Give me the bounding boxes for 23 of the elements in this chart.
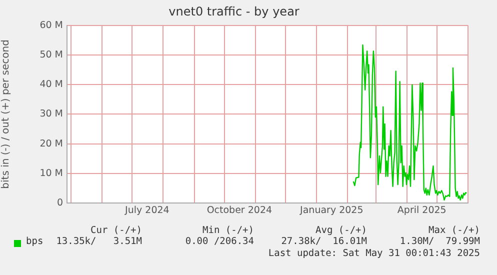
text: 27.38k/ 16.01M (281, 236, 367, 247)
text: 13.35k/ 3.51M (56, 236, 142, 247)
y-tick-label: 30 M (40, 108, 63, 120)
y-tick-label: 20 M (40, 138, 63, 150)
x-tick-label: July 2024 (124, 205, 170, 216)
text: Cur (-/+) (90, 225, 142, 236)
y-tick-label: 40 M (40, 79, 63, 90)
text: 1.30M/ 79.99M (400, 236, 480, 247)
x-tick-label: April 2025 (397, 205, 446, 216)
text: 0.00 /206.34 (185, 236, 254, 247)
y-tick-label: 10 M (40, 168, 63, 179)
text: Avg (-/+) (316, 225, 367, 236)
text: Min (-/+) (202, 225, 254, 236)
y-axis-title: bits in (-) / out (+) per second (0, 40, 12, 189)
chart-title: vnet0 traffic - by year (168, 4, 300, 18)
text: Last update: Sat May 31 00:01:43 2025 (268, 248, 480, 259)
x-tick-label: January 2025 (299, 205, 364, 216)
y-tick-label: 60 M (40, 20, 63, 31)
y-tick-label: 0 (56, 197, 63, 208)
x-tick-label: October 2024 (206, 205, 272, 216)
y-tick-label: 50 M (40, 49, 63, 60)
legend-label: bps (26, 236, 44, 247)
text: Max (-/+) (428, 225, 480, 236)
